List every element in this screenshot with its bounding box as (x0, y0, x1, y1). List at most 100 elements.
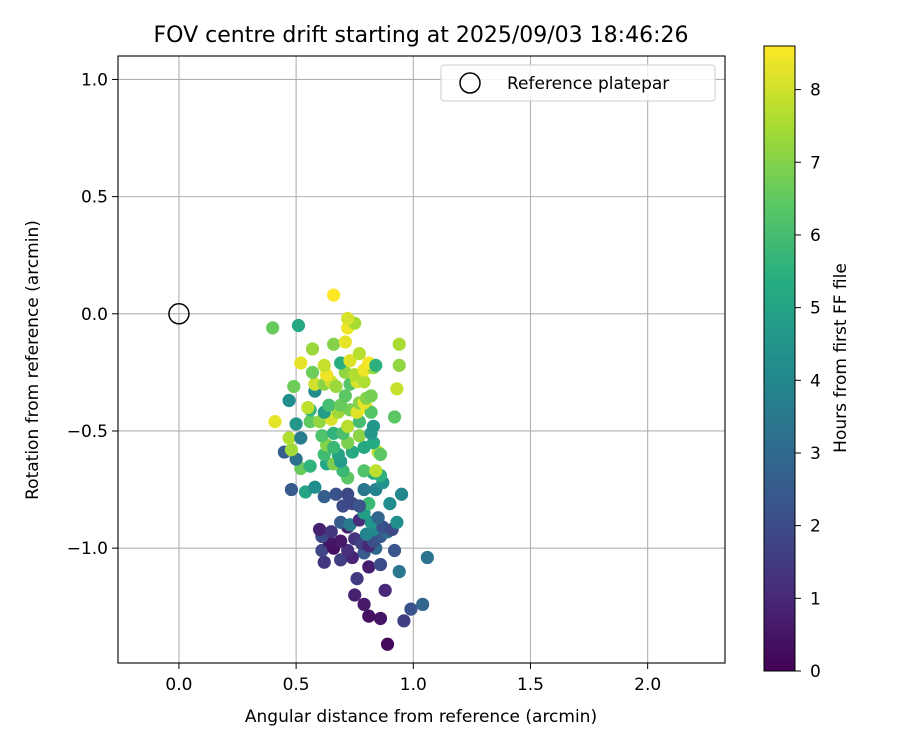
colorbar-tick-label: 3 (810, 444, 821, 464)
colorbar-ticks: 0 1 2 3 4 5 6 7 8 (795, 81, 821, 682)
data-point (352, 429, 366, 443)
data-point (380, 637, 395, 651)
data-point (373, 447, 388, 462)
data-point (282, 431, 296, 445)
plot-area (118, 56, 725, 663)
data-point (317, 490, 331, 504)
data-point (404, 602, 418, 616)
reference-platepar-marker (168, 303, 190, 325)
x-tick-label: 1.5 (517, 675, 544, 695)
data-point (327, 426, 341, 440)
data-point (390, 515, 404, 529)
data-point (308, 377, 322, 391)
data-point (322, 398, 336, 412)
colorbar-tick-label: 1 (810, 589, 821, 609)
legend: Reference platepar (440, 64, 716, 102)
data-point (334, 534, 348, 548)
data-point (317, 555, 331, 569)
data-point (392, 337, 406, 351)
colorbar-tick-label: 7 (810, 153, 821, 173)
data-point (416, 597, 430, 612)
colorbar-tick-label: 8 (810, 81, 821, 101)
data-point (364, 389, 378, 403)
data-point (334, 553, 348, 567)
data-point (392, 358, 406, 372)
x-tick-label: 0.0 (165, 675, 192, 695)
data-point (357, 375, 371, 389)
data-point (341, 419, 355, 433)
colorbar-tick-label: 0 (810, 662, 821, 682)
data-point (390, 382, 404, 396)
data-point (327, 337, 341, 351)
data-point (394, 487, 409, 501)
data-point (284, 443, 299, 457)
data-point (329, 487, 343, 501)
colorbar-tick-label: 5 (810, 299, 821, 319)
legend-marker-icon (459, 72, 481, 94)
data-point (341, 487, 355, 501)
data-point (343, 354, 357, 368)
legend-box (440, 64, 716, 102)
data-point (373, 611, 388, 626)
colorbar-label: Hours from first FF file (831, 263, 851, 453)
y-axis-ticks: 1.0 0.5 0.0 −0.5 −1.0 (67, 70, 118, 559)
y-tick-label: −1.0 (67, 539, 108, 559)
data-point (312, 522, 327, 537)
data-point (329, 379, 343, 394)
plot-frame (117, 55, 726, 664)
y-tick-label: 1.0 (81, 70, 108, 90)
colorbar-tick-label: 2 (810, 517, 821, 537)
data-point (315, 543, 329, 558)
data-point (294, 431, 308, 445)
data-point (266, 321, 280, 335)
grid (118, 56, 725, 663)
data-point (303, 415, 317, 429)
data-point (305, 365, 320, 379)
data-point (352, 347, 366, 361)
data-point (338, 389, 352, 403)
x-axis-ticks: 0.0 0.5 1.0 1.5 2.0 (165, 663, 661, 695)
data-point (291, 318, 306, 333)
x-tick-label: 1.0 (400, 675, 427, 695)
data-point (268, 415, 282, 429)
data-point (308, 480, 322, 494)
legend-label: Reference platepar (507, 74, 669, 94)
data-point (352, 499, 366, 513)
scatter-points (266, 288, 434, 651)
data-point (364, 405, 378, 419)
data-point (341, 311, 355, 326)
data-point (383, 497, 397, 511)
data-point (305, 342, 320, 356)
data-point (392, 564, 406, 579)
y-axis-label: Rotation from reference (arcmin) (23, 220, 43, 500)
data-point (362, 609, 376, 623)
data-point (301, 400, 315, 415)
data-point (373, 557, 388, 572)
data-point (350, 572, 364, 586)
data-point (387, 410, 402, 424)
data-point (284, 482, 299, 497)
data-point (324, 525, 338, 539)
data-point (303, 459, 317, 473)
data-point (366, 419, 381, 433)
chart-title: FOV centre drift starting at 2025/09/03 … (154, 23, 689, 48)
colorbar (763, 45, 796, 672)
data-point (378, 583, 392, 597)
data-point (282, 393, 296, 408)
data-point (357, 482, 371, 497)
data-point (369, 358, 383, 372)
data-point (357, 597, 371, 612)
colorbar-tick-label: 4 (810, 371, 821, 391)
y-tick-label: −0.5 (67, 422, 108, 442)
y-tick-label: 0.0 (81, 305, 108, 325)
data-point (341, 543, 355, 558)
data-point (420, 550, 434, 565)
data-point (317, 358, 331, 372)
colorbar-tick-label: 6 (810, 226, 821, 246)
x-axis-label: Angular distance from reference (arcmin) (245, 707, 597, 727)
data-point (287, 379, 301, 394)
data-point (357, 464, 371, 478)
data-point (327, 288, 341, 302)
data-point (294, 356, 308, 370)
